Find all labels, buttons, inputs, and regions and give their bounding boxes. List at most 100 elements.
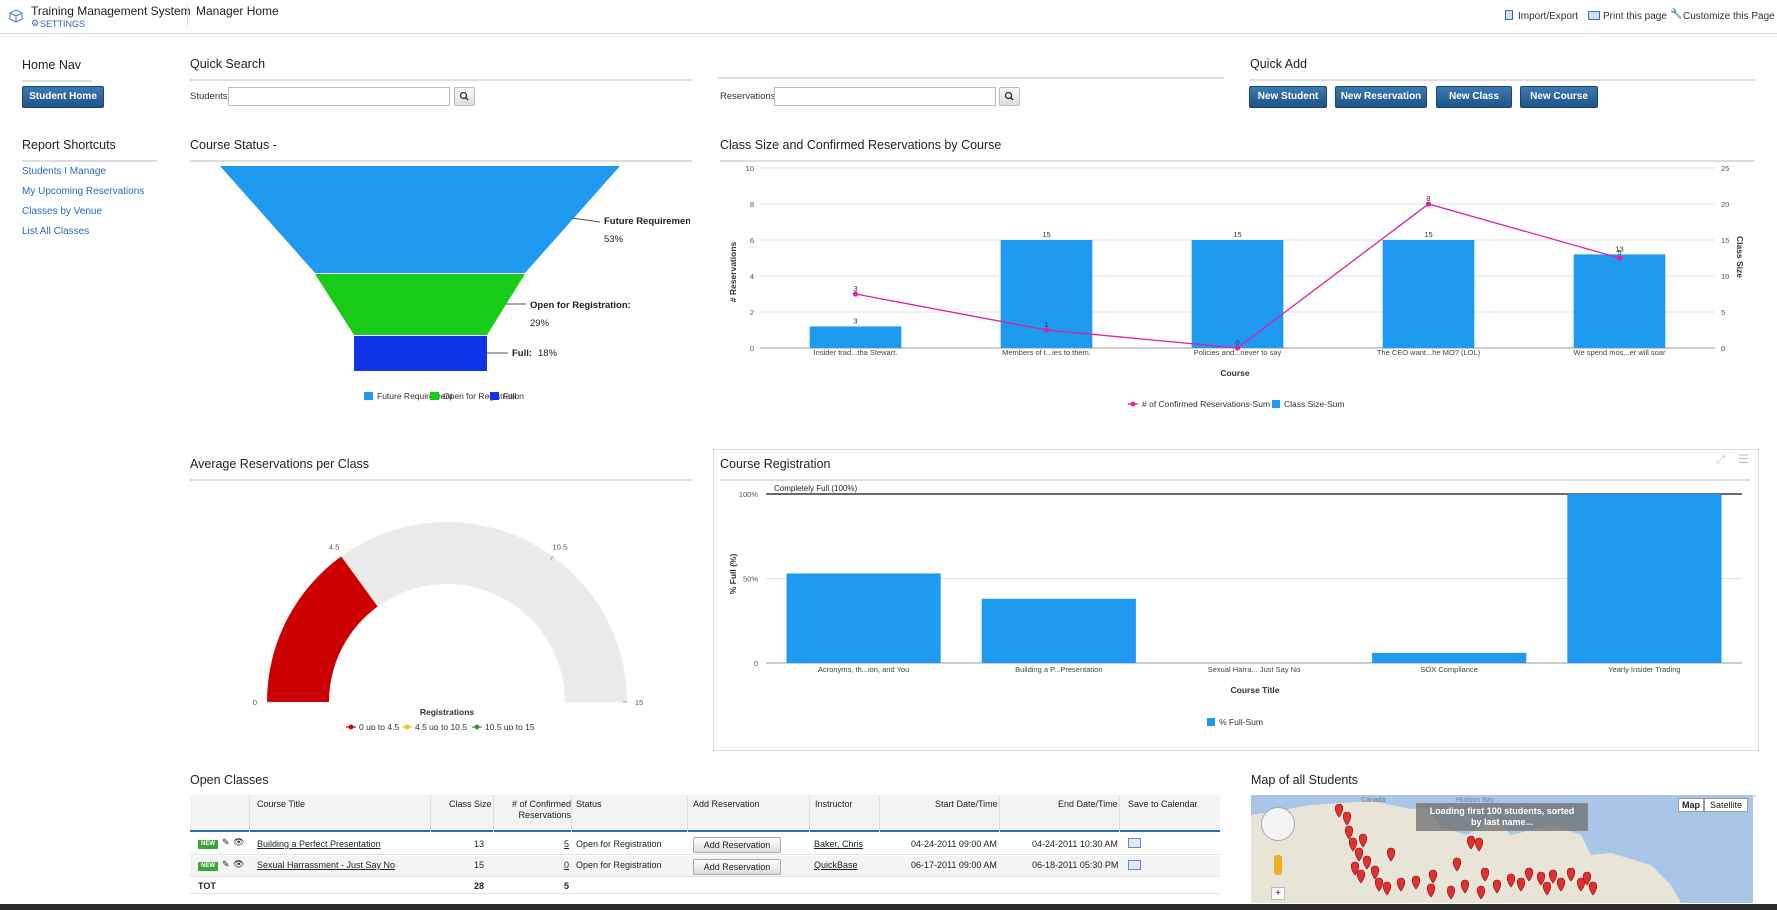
settings-link[interactable]: SETTINGS <box>40 19 86 29</box>
row2-add-reservation-button[interactable]: Add Reservation <box>693 859 781 875</box>
import-export-link[interactable]: Import/Export <box>1518 11 1579 22</box>
report-shortcuts-title: Report Shortcuts <box>22 138 157 162</box>
edit-icon[interactable]: ✎ <box>222 837 230 847</box>
x-tick-label: Members of t...ies to them. <box>1002 348 1091 357</box>
line-data-label: 3 <box>853 284 857 293</box>
total-label: TOT <box>198 881 216 891</box>
new-reservation-button[interactable]: New Reservation <box>1335 86 1427 108</box>
row1-title[interactable]: Building a Perfect Presentation <box>257 839 381 849</box>
reservations-search-input[interactable] <box>774 87 996 106</box>
map-pan-control[interactable] <box>1261 807 1295 841</box>
col-status[interactable]: Status <box>576 799 602 809</box>
registration-bar <box>786 573 941 663</box>
funnel-label-full: Full: <box>512 348 532 359</box>
y-right-label: Class Size <box>1735 236 1745 278</box>
line-data-label: 8 <box>1426 194 1430 203</box>
reservations-point <box>1616 255 1623 261</box>
class-size-chart: # Reservations Class Size Course # of Co… <box>728 164 1745 409</box>
funnel-label-future: Future Requirement: <box>604 216 690 227</box>
funnel-segment-open[interactable] <box>315 274 525 335</box>
open-classes-table: Course Title Class Size # of Confirmed R… <box>190 795 1220 895</box>
new-course-button[interactable]: New Course <box>1520 86 1598 108</box>
reg-legend[interactable]: % Full-Sum <box>1219 717 1263 727</box>
legend-full[interactable]: Full <box>503 391 517 401</box>
x-tick-label: Yearly Insider Trading <box>1608 665 1680 674</box>
bar-data-label: 13 <box>1615 244 1623 253</box>
reservations-search-button[interactable] <box>999 87 1020 106</box>
total-row <box>190 878 1220 894</box>
legend-confirmed[interactable]: # of Confirmed Reservations-Sum <box>1142 399 1270 409</box>
x-tick-label: Insider trad...tha Stewart. <box>814 348 898 357</box>
y-tick: 100% <box>739 490 759 499</box>
col-class-size[interactable]: Class Size <box>449 799 492 809</box>
gear-icon[interactable]: ⚙ <box>31 18 40 28</box>
student-pin <box>1536 871 1546 886</box>
print-icon[interactable] <box>1588 11 1600 20</box>
line-data-label: 1 <box>1044 320 1048 329</box>
import-export-icon[interactable] <box>1505 10 1513 20</box>
students-search-input[interactable] <box>228 87 450 106</box>
y-right-tick: 15 <box>1721 236 1729 245</box>
edit-icon[interactable]: ✎ <box>222 859 230 869</box>
x-tick-label: Policies and...never to say <box>1194 348 1282 357</box>
calendar-icon[interactable] <box>1128 860 1141 870</box>
pegman-icon[interactable] <box>1274 855 1282 875</box>
gauge-legend-marker-1 <box>404 724 410 730</box>
gauge-legend-1[interactable]: 4.5 up to 10.5 <box>415 722 467 730</box>
y-left-label: # Reservations <box>728 241 738 302</box>
col-instructor[interactable]: Instructor <box>815 799 853 809</box>
funnel-segment-full[interactable] <box>354 336 487 371</box>
row1-add-reservation-button[interactable]: Add Reservation <box>693 837 781 853</box>
legend-bar-swatch <box>1272 400 1280 408</box>
gauge-legend-0[interactable]: 0 up to 4.5 <box>359 722 399 730</box>
shortcut-students-i-manage[interactable]: Students I Manage <box>22 166 106 177</box>
col-add-reservation[interactable]: Add Reservation <box>693 799 760 809</box>
search-icon <box>1004 91 1014 101</box>
customize-link[interactable]: Customize this Page <box>1683 11 1775 22</box>
shortcut-upcoming-reservations[interactable]: My Upcoming Reservations <box>22 186 145 197</box>
row1-confirmed[interactable]: 5 <box>564 839 570 849</box>
student-pin <box>1374 877 1384 892</box>
row2-title[interactable]: Sexual Harrassment - Just Say No <box>257 860 396 870</box>
funnel-segment-future[interactable] <box>220 166 620 273</box>
print-link[interactable]: Print this page <box>1603 11 1667 22</box>
col-course-title[interactable]: Course Title <box>257 799 306 809</box>
new-student-button[interactable]: New Student <box>1249 86 1327 108</box>
col-save-calendar[interactable]: Save to Calendar <box>1128 799 1198 809</box>
legend-class-size[interactable]: Class Size-Sum <box>1284 399 1344 409</box>
col-confirmed[interactable]: # of Confirmed Reservations <box>511 799 571 820</box>
expand-icon[interactable]: ⤢ <box>1716 454 1725 466</box>
reg-x-label: Course Title <box>1231 685 1280 695</box>
quick-search-title: Quick Search <box>190 57 692 81</box>
students-search-button[interactable] <box>454 87 475 106</box>
row1-instructor[interactable]: Baker, Chris <box>814 839 864 849</box>
view-icon[interactable]: 👁 <box>233 837 245 847</box>
class-size-bar <box>1573 254 1666 348</box>
gauge-legend-2[interactable]: 10.5 up to 15 <box>485 722 535 730</box>
legend-open[interactable]: Open for Registration <box>443 391 524 401</box>
map-type-map-button[interactable]: Map <box>1678 798 1704 812</box>
legend-future[interactable]: Future Requirement <box>377 391 453 401</box>
calendar-icon[interactable] <box>1128 838 1141 848</box>
col-end[interactable]: End Date/Time <box>1058 799 1118 809</box>
row2-confirmed[interactable]: 0 <box>564 860 570 870</box>
line-data-label: 5 <box>1617 248 1621 257</box>
wrench-icon[interactable]: 🔧 <box>1670 9 1683 20</box>
app-title[interactable]: Training Management System <box>31 4 191 18</box>
map-title: Map of all Students <box>1251 773 1756 797</box>
shortcut-classes-by-venue[interactable]: Classes by Venue <box>22 206 103 217</box>
course-status-funnel: Future Requirement: 53% Open for Registr… <box>220 166 690 401</box>
col-start[interactable]: Start Date/Time <box>935 799 998 809</box>
shortcut-list-all-classes[interactable]: List All Classes <box>22 226 90 237</box>
student-home-button[interactable]: Student Home <box>22 86 104 108</box>
menu-icon[interactable]: ☰ <box>1738 452 1749 466</box>
reservations-point <box>852 291 859 297</box>
zoom-in-button[interactable]: + <box>1271 887 1285 900</box>
new-class-button[interactable]: New Class <box>1436 86 1512 108</box>
view-icon[interactable]: 👁 <box>233 859 245 869</box>
reservations-point <box>1425 201 1432 207</box>
map-type-satellite-button[interactable]: Satellite <box>1704 798 1748 812</box>
student-pin <box>1474 837 1484 852</box>
students-map[interactable]: Canada Hudson Bay + Loading first 100 st… <box>1251 795 1753 903</box>
row2-instructor[interactable]: QuickBase <box>814 860 858 870</box>
